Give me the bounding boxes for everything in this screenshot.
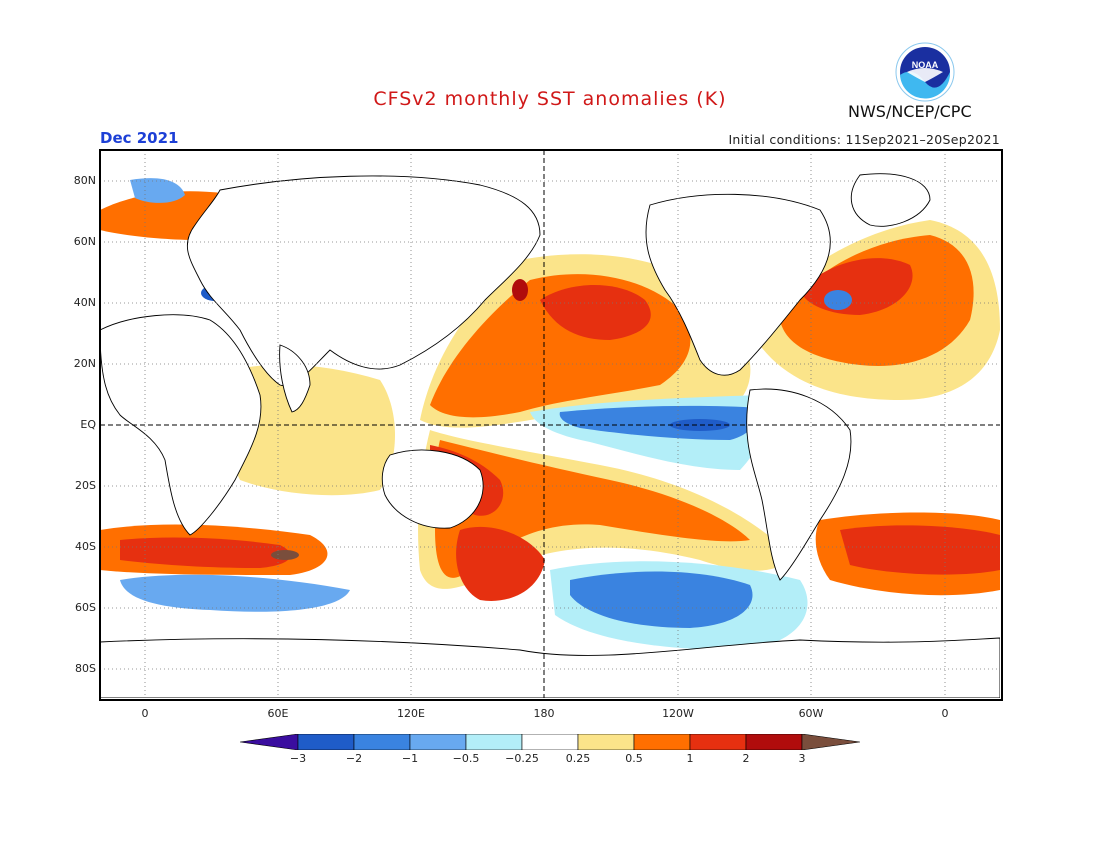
lat-label: EQ (80, 418, 96, 431)
valid-month-label: Dec 2021 (100, 129, 179, 147)
colorbar-bin (577, 734, 635, 750)
reference-lines (100, 150, 1000, 698)
colorbar-label: −2 (345, 752, 363, 765)
lat-lon-grid (100, 150, 1000, 698)
lon-label: 60E (267, 707, 289, 720)
colorbar-label: 2 (742, 752, 750, 765)
warm-anomaly-nz (456, 526, 545, 601)
lat-label: 40S (75, 540, 96, 553)
lat-label: 20S (75, 479, 96, 492)
colorbar-min-triangle (240, 734, 299, 750)
lon-label: 0 (141, 707, 149, 720)
strong-warm-anomaly-indian (271, 550, 299, 560)
colorbar-bin (745, 734, 803, 750)
initial-conditions-label: Initial conditions: 11Sep2021–20Sep2021 (728, 132, 1000, 147)
eurasia-outline (186, 175, 541, 387)
lat-label: 40N (73, 296, 96, 309)
continents (100, 173, 1000, 698)
colorbar-bin (353, 734, 411, 750)
lon-label: 0 (941, 707, 949, 720)
warm-anomaly-indian-ocean (224, 364, 395, 496)
lon-label: 120W (662, 707, 694, 720)
colorbar-bin (409, 734, 467, 750)
india-outline (279, 344, 311, 413)
cold-anomaly-south-indian (120, 574, 350, 612)
agency-label: NWS/NCEP/CPC (848, 102, 972, 121)
lat-label: 80S (75, 662, 96, 675)
colorbar-bin (633, 734, 691, 750)
colorbar-max-triangle (801, 734, 860, 750)
colorbar-label: 0.5 (625, 752, 643, 765)
warm-anomaly-kuroshio (540, 285, 651, 340)
lon-label: 60W (798, 707, 824, 720)
australia-outline (381, 449, 484, 529)
warm-anomaly-south-atlantic-core (840, 525, 1000, 575)
colorbar-label: −0.25 (505, 752, 539, 765)
warm-anomaly-south-pacific-core (435, 440, 750, 578)
noaa-logo-text: NOAA (912, 60, 939, 70)
cold-anomaly-north-atlantic (824, 290, 852, 310)
map-title: CFSv2 monthly SST anomalies (K) (373, 88, 727, 110)
color-bar (240, 734, 860, 750)
lat-label: 20N (73, 357, 96, 370)
lat-label: 80N (73, 174, 96, 187)
colorbar-label: 1 (686, 752, 694, 765)
lat-label: 60S (75, 601, 96, 614)
sst-anomaly-map (100, 150, 1000, 698)
south-america-outline (746, 388, 852, 581)
colorbar-label: −0.5 (452, 752, 480, 765)
colorbar-bin (521, 734, 579, 750)
lon-label: 180 (533, 707, 555, 720)
colorbar-label: 0.25 (565, 752, 591, 765)
antarctica-outline (100, 637, 1000, 698)
anomaly-field (100, 178, 1000, 650)
cold-anomaly-southern-pacific-core (570, 571, 753, 628)
map-canvas (100, 150, 1000, 698)
warm-anomaly-south-indian-core (120, 537, 291, 568)
colorbar-bin (689, 734, 747, 750)
colorbar-label: −1 (401, 752, 419, 765)
colorbar-label: −3 (289, 752, 307, 765)
lon-label: 120E (397, 707, 425, 720)
colorbar-bin (297, 734, 355, 750)
lat-label: 60N (73, 235, 96, 248)
colorbar-label: 3 (798, 752, 806, 765)
cold-anomaly-eq-pacific-core (559, 405, 760, 440)
greenland-outline (850, 173, 931, 227)
noaa-logo-icon: NOAA (895, 42, 955, 102)
strong-warm-anomaly-kuroshio (512, 279, 528, 301)
north-america-outline (645, 193, 831, 376)
cold-anomaly-arctic (130, 178, 185, 203)
colorbar-bin (465, 734, 523, 750)
